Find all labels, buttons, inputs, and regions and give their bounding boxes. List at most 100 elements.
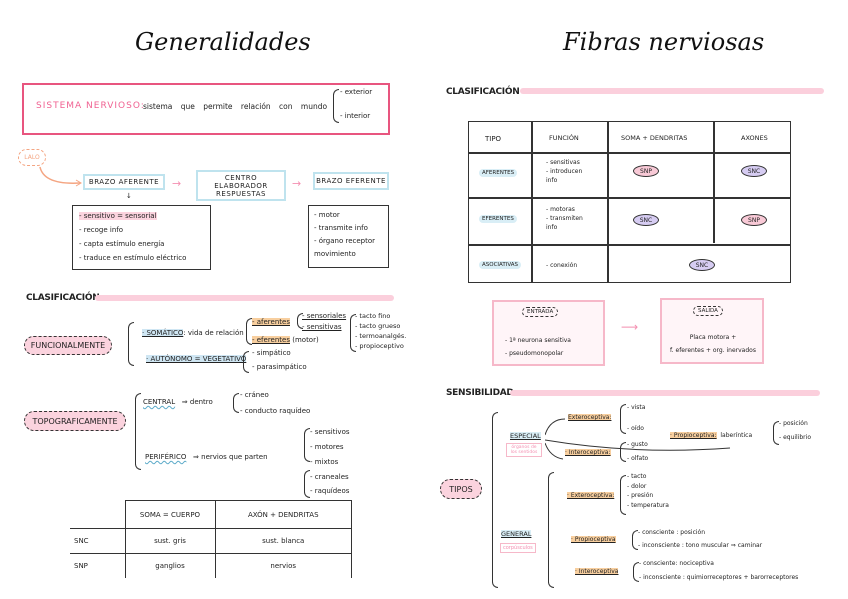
list-item: - inconsciente : tono muscular ⇒ caminar: [638, 542, 763, 549]
table-cell: sust. gris: [124, 527, 216, 555]
list-item: - presión: [627, 492, 654, 499]
list-item: - motoras: [546, 206, 575, 213]
list-item: - traduce en estímulo eléctrico: [79, 254, 187, 262]
list-item: - capta estímulo energía: [79, 240, 165, 248]
list-item: - mixtos: [310, 458, 339, 466]
central-label: CENTRAL: [143, 398, 176, 406]
table-cell: SNP: [70, 553, 126, 578]
list-item: - tacto fino: [355, 312, 391, 320]
nerve-origin-list: - craneales - raquídeos: [310, 470, 349, 498]
sensibilidad-heading: SENSIBILIDAD: [446, 388, 514, 398]
fiber-table: TIPO FUNCIÓN SOMA + DENDRITAS AXONES AFE…: [468, 121, 791, 283]
list-item: - olfato: [627, 455, 649, 462]
afferent-label: - aferentes: [252, 318, 290, 326]
peripheral-row: PERIFÉRICO ⇒ nervios que parten: [145, 453, 268, 461]
brace-icon: [304, 428, 310, 462]
table-divider: [469, 152, 790, 154]
entrada-label: ENTRADA: [522, 307, 559, 317]
list-item: - equilibrio: [779, 434, 811, 441]
functional-cloud: FUNCIONALMENTE: [24, 336, 112, 355]
table-divider: [469, 244, 790, 246]
brace-icon: [297, 313, 303, 329]
brace-icon: [620, 404, 626, 434]
arrow-icon: →: [172, 177, 182, 190]
table-header: AXONES: [741, 134, 768, 142]
brace-icon: [350, 314, 356, 352]
list-item: - sensitivos: [310, 428, 350, 436]
list-item: - consciente : posición: [638, 529, 706, 536]
nerve-type-list: - sensitivos - motores - mixtos: [310, 425, 350, 470]
snp-badge: SNP: [633, 165, 659, 177]
gen-extero-list: - tacto - dolor - presión - temperatura: [627, 472, 669, 510]
list-item: - sensitivas: [546, 159, 580, 166]
list-item: - órgano receptor: [314, 237, 376, 245]
general-note: corpúsculos: [500, 543, 536, 553]
especial-note: órganos de los sentidos: [506, 443, 542, 457]
table-header: FUNCIÓN: [549, 134, 579, 142]
general-label: GENERAL: [501, 530, 532, 538]
table-cell: - sensitivas - introducen info: [546, 158, 591, 185]
heading-bar: [520, 88, 824, 94]
arrow-icon: →: [292, 177, 302, 190]
list-item: - pseudomonopolar: [505, 350, 564, 357]
table-row: SNC sust. gris sust. blanca: [70, 527, 352, 555]
list-item: - tacto: [627, 473, 647, 480]
efferent-label: - eferentes: [252, 336, 290, 344]
brace-icon: [492, 412, 498, 588]
brace-icon: [333, 89, 339, 123]
list-item: - parasimpático: [252, 363, 307, 371]
table-cell: - conexión: [546, 262, 578, 269]
efferent-row: - eferentes (motor): [252, 336, 319, 344]
brace-icon: [233, 393, 239, 413]
salida-line: Placa motora +: [689, 334, 737, 341]
brace-icon: [246, 318, 252, 345]
autonomic-label: · AUTÓNOMO = VEGETATIVO: [146, 355, 247, 363]
brace-icon: [632, 530, 638, 550]
central-text: ⇒ dentro: [181, 398, 213, 406]
entrada-list: - 1ª neurona sensitiva - pseudomonopolar: [505, 334, 571, 360]
list-item: - motores: [310, 443, 344, 451]
source-cloud: LALO: [18, 149, 46, 166]
esp-intero: · Interoceptiva:: [565, 449, 611, 456]
afferent-list: - sensitivo = sensorial - recoge info - …: [72, 205, 211, 270]
table-divider: [531, 122, 533, 282]
table-header: [70, 500, 126, 529]
brace-icon: [620, 475, 626, 515]
list-item: - dolor: [627, 482, 647, 490]
central-row: CENTRAL ⇒ dentro: [143, 398, 213, 406]
arrow-icon: ⟶: [621, 320, 639, 334]
table-cell: ASOCIATIVAS: [479, 261, 522, 269]
table-cell: EFERENTES: [479, 215, 517, 223]
table-cell: sust. blanca: [214, 527, 352, 555]
table-header-row: SOMA = CUERPO AXÓN + DENDRITAS: [70, 500, 352, 529]
salida-line: f. eferentes + org. inervados: [670, 347, 756, 354]
salida-text: Placa motora + f. eferentes + org. inerv…: [668, 331, 758, 357]
topographic-cloud: TOPOGRAFICAMENTE: [24, 411, 126, 431]
tipos-cloud: TIPOS: [440, 479, 482, 499]
table-row: SNP ganglios nervios: [70, 553, 352, 578]
gen-propio-label: · Propioceptiva: [571, 536, 616, 543]
somatic: · SOMÁTICO: vida de relación: [142, 329, 244, 337]
list-item: - tacto grueso: [355, 322, 401, 330]
snc-badge: SNC: [633, 214, 659, 226]
especial-label: ESPECIAL: [510, 432, 541, 440]
esp-propio: · Propioceptiva: laberíntica: [670, 432, 752, 439]
snc-badge: SNC: [689, 259, 715, 271]
sn-table: SOMA = CUERPO AXÓN + DENDRITAS SNC sust. g…: [70, 500, 352, 578]
table-divider: [607, 122, 609, 282]
heading-bar: [510, 390, 820, 396]
table-cell: SNC: [70, 527, 126, 555]
table-cell: ganglios: [124, 553, 216, 578]
list-item: - simpático: [252, 349, 291, 357]
branch: - exterior: [340, 88, 373, 96]
gen-intero-label: · Interoceptiva: [575, 568, 619, 575]
table-cell: AFERENTES: [479, 169, 518, 177]
list-item: - propioceptivo: [355, 342, 404, 350]
list-item: - craneales: [310, 473, 349, 481]
salida-label: SALIDA: [693, 306, 723, 316]
table-header: TIPO: [485, 135, 502, 143]
definition-text: sistema que permite relación con mundo: [143, 102, 328, 111]
list-item: - introducen info: [546, 168, 583, 184]
efferent-arm-box: BRAZO EFERENTE: [313, 172, 389, 190]
afferent-sub: - sensoriales: [302, 312, 347, 320]
